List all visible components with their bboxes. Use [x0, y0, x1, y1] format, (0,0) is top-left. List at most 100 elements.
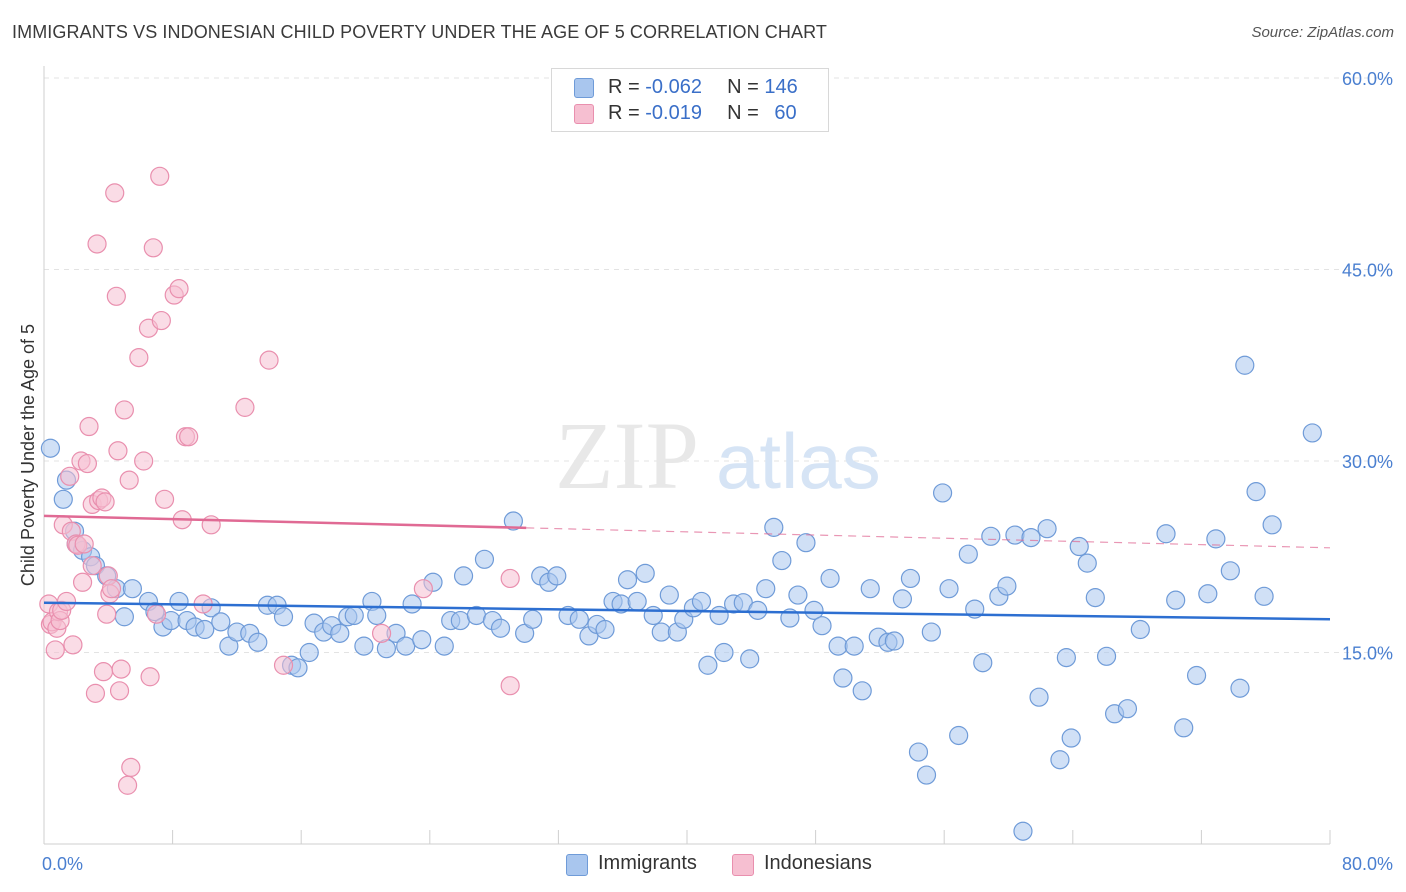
immigrants-point — [884, 631, 904, 651]
immigrants-point — [595, 619, 615, 640]
immigrants-point — [1069, 536, 1089, 557]
immigrants-point — [195, 619, 215, 640]
immigrants-point — [1230, 678, 1250, 698]
immigrants-point — [908, 742, 929, 762]
immigrants-point — [1117, 699, 1138, 719]
y-axis-label: Child Poverty Under the Age of 5 — [18, 324, 38, 586]
indonesians-point — [134, 451, 154, 471]
immigrants-point — [1166, 590, 1186, 610]
immigrants-point — [643, 605, 663, 626]
immigrants-point — [740, 649, 760, 669]
immigrants-point — [617, 570, 638, 590]
indonesians-point — [108, 441, 128, 461]
y-tick-label: 60.0% — [1342, 69, 1393, 89]
immigrants-point — [949, 725, 969, 746]
immigrants-point — [569, 609, 589, 629]
tick-labels: 15.0% 30.0% 45.0% 60.0% 0.0% 80.0% — [42, 69, 1393, 874]
y-tick-label: 30.0% — [1342, 452, 1393, 472]
indonesians-point — [121, 757, 141, 778]
indonesians-point — [109, 681, 130, 701]
indonesians-point — [93, 662, 114, 682]
indonesians-point — [259, 350, 279, 370]
series-swatch-indonesians — [732, 854, 754, 876]
immigrants-point — [1174, 718, 1194, 738]
immigrants-point — [1021, 527, 1041, 548]
immigrants-point — [1056, 648, 1076, 668]
legend-text-immigrants: R = -0.062 N = 146 — [608, 76, 798, 99]
legend-r-value: -0.019 — [645, 102, 702, 124]
immigrants-point — [1262, 515, 1282, 535]
indonesians-point — [117, 775, 138, 795]
indonesians-point — [273, 655, 294, 675]
immigrants-point — [698, 655, 718, 675]
watermark-zip: ZIP — [555, 402, 699, 509]
indonesians-point — [45, 640, 65, 660]
immigrants-point — [932, 483, 953, 503]
immigrants-point — [981, 526, 1001, 546]
indonesians-point — [119, 470, 139, 490]
immigrants-point — [211, 612, 231, 632]
indonesians-point — [79, 416, 99, 437]
indonesians-point — [154, 489, 175, 509]
immigrants-point — [691, 591, 712, 612]
immigrants-point — [900, 568, 921, 589]
immigrants-point — [1085, 588, 1105, 608]
immigrants-point — [523, 609, 543, 629]
immigrants-point — [833, 668, 853, 688]
immigrants-point — [958, 544, 978, 564]
legend-n-label: N = — [727, 102, 759, 124]
indonesians-point — [95, 492, 115, 512]
indonesians-point — [63, 635, 83, 655]
indonesians-point — [60, 466, 80, 486]
immigrants-point — [1302, 423, 1322, 443]
immigrants-point — [709, 605, 729, 626]
watermark-atlas: atlas — [716, 417, 881, 505]
immigrants-point — [547, 566, 567, 586]
legend-r-value: -0.062 — [645, 76, 702, 98]
indonesians-point — [140, 667, 160, 687]
indonesians-point — [77, 453, 98, 474]
immigrants-point — [844, 636, 864, 656]
immigrants-point — [820, 568, 840, 589]
x-tick-label-min: 0.0% — [42, 854, 83, 874]
indonesians-point — [111, 659, 131, 679]
immigrants-point — [1077, 553, 1097, 573]
immigrants-point — [1198, 584, 1218, 604]
indonesians-point — [151, 310, 171, 331]
indonesians-point — [106, 286, 126, 306]
immigrants-point — [1220, 561, 1240, 581]
immigrants-point — [330, 623, 350, 643]
immigrants-point — [939, 579, 959, 599]
x-tick-label-max: 80.0% — [1342, 854, 1393, 874]
immigrants-point — [764, 517, 784, 537]
data-points — [39, 166, 1322, 841]
immigrants-point — [1061, 728, 1081, 748]
immigrants-point — [1254, 586, 1274, 606]
immigrants-point — [503, 511, 523, 531]
y-tick-label: 15.0% — [1342, 644, 1393, 664]
immigrants-point — [748, 600, 768, 620]
immigrants-point — [453, 566, 474, 586]
immigrants-point — [1246, 482, 1266, 502]
trend-line-1 — [43, 514, 527, 530]
immigrants-point — [997, 576, 1017, 596]
indonesians-point — [87, 234, 107, 254]
indonesians-point — [56, 591, 77, 612]
grid-lines — [44, 77, 1394, 653]
immigrants-point — [450, 610, 470, 631]
immigrants-point — [1050, 750, 1070, 770]
immigrants-point — [772, 550, 792, 571]
immigrants-point — [812, 616, 832, 636]
legend-n-label: N = — [727, 76, 759, 98]
indonesians-point — [105, 183, 125, 203]
indonesians-point — [74, 534, 94, 554]
immigrants-point — [1013, 821, 1033, 841]
immigrants-point — [1130, 619, 1150, 640]
immigrants-point — [273, 607, 294, 627]
indonesians-point — [500, 676, 520, 696]
indonesians-point — [143, 238, 163, 258]
legend-r-label: R = — [608, 76, 640, 98]
immigrants-point — [248, 632, 268, 652]
legend-swatch-immigrants — [574, 78, 594, 98]
